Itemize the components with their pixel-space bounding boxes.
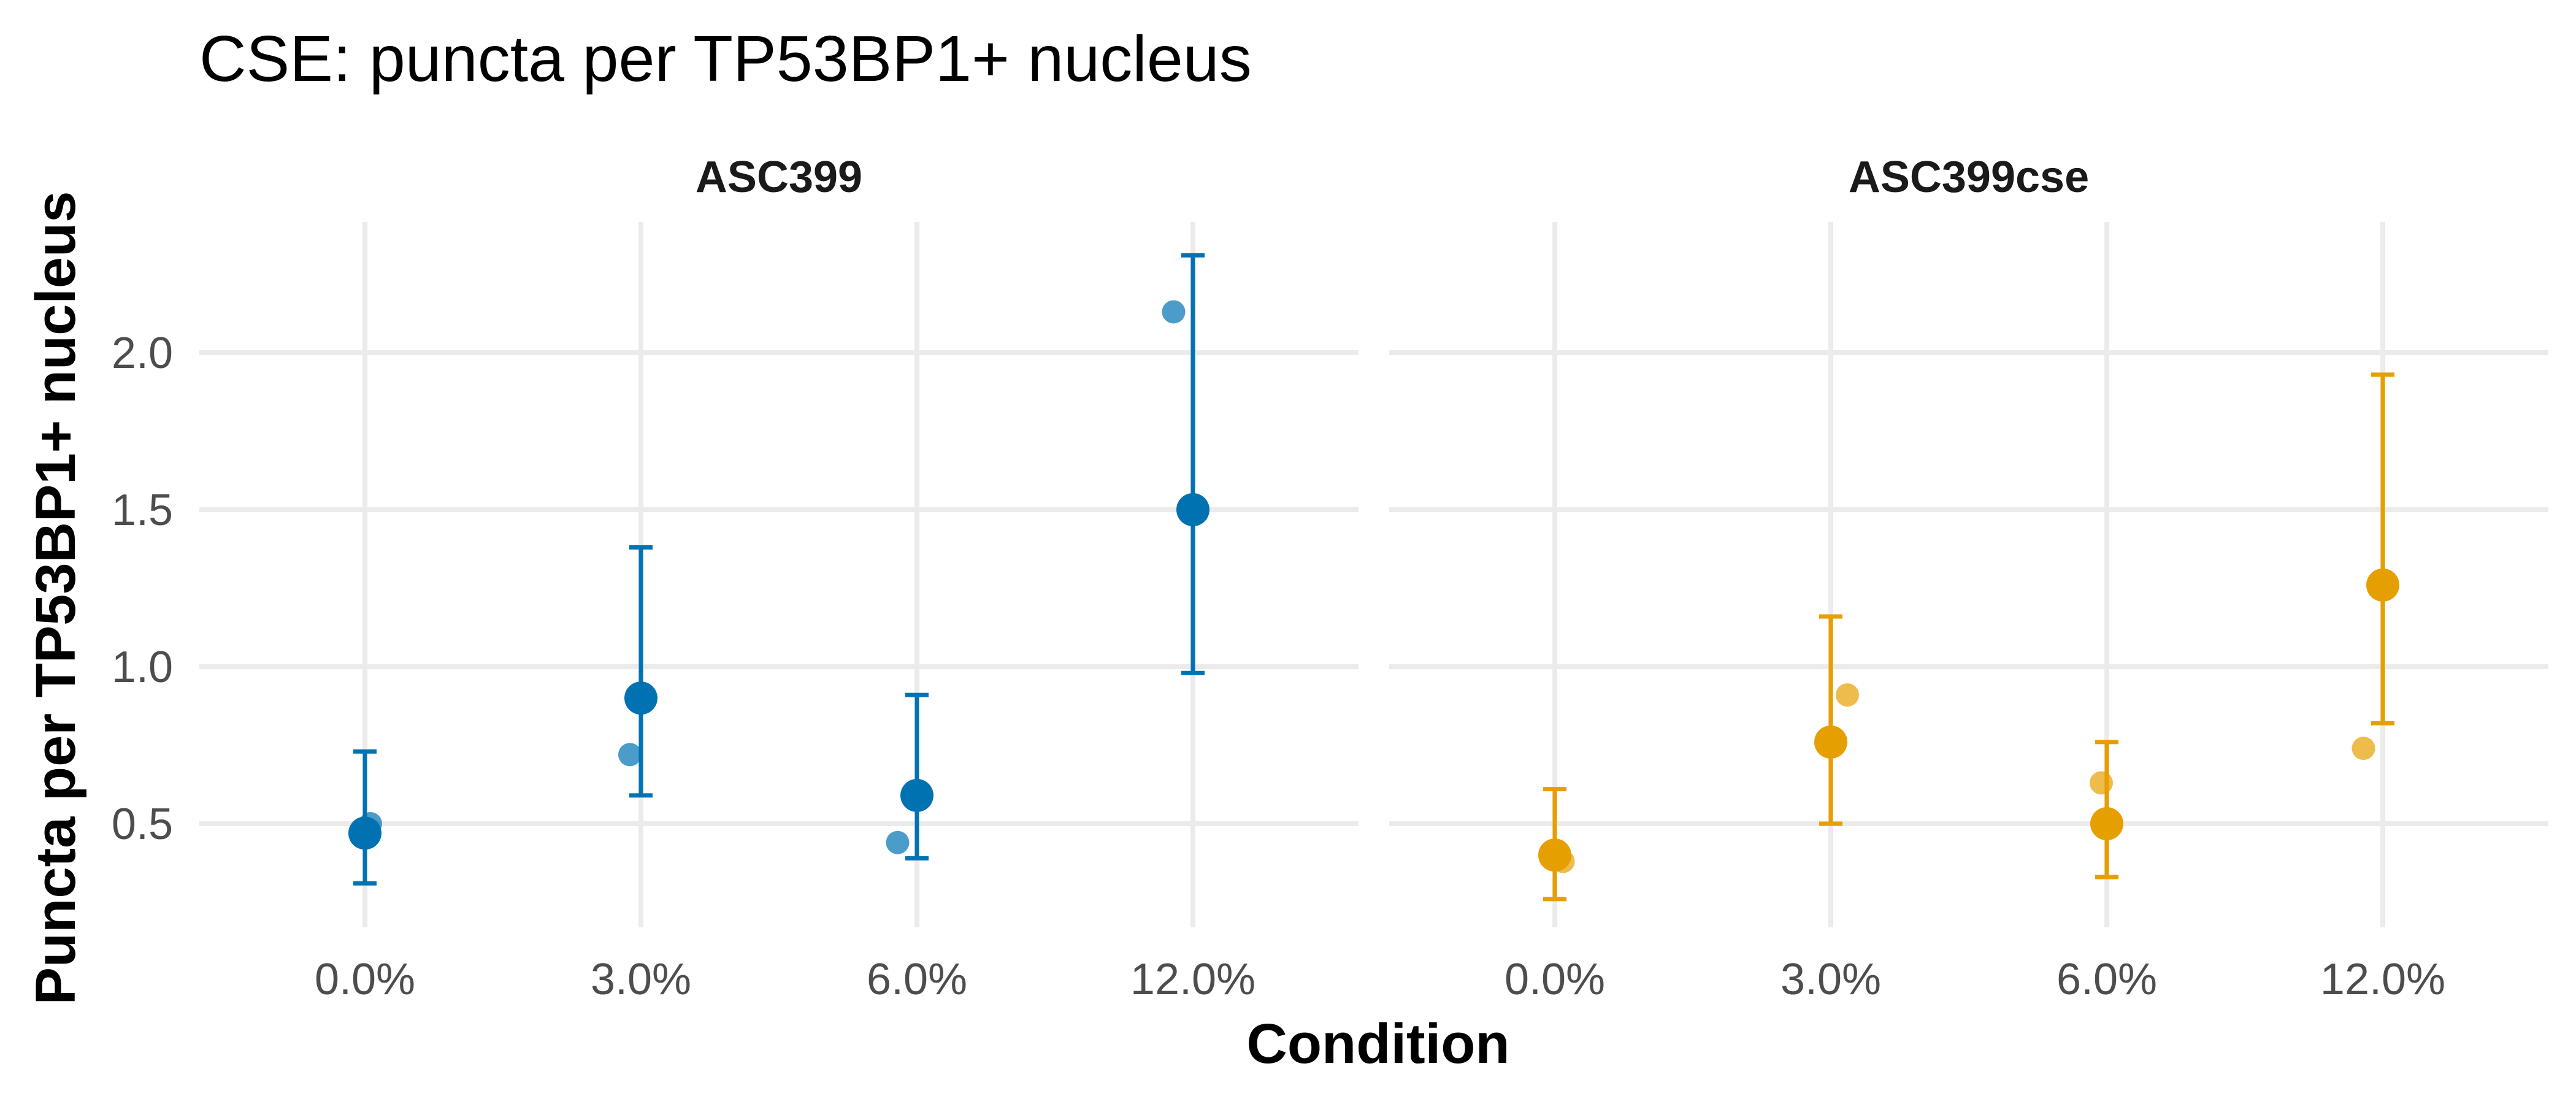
error-bar (905, 692, 929, 861)
x-tick-label: 3.0% (591, 955, 691, 1004)
mean-point (2090, 807, 2123, 840)
mean-point (2366, 568, 2399, 602)
mean-point (1538, 838, 1571, 872)
mean-point (1814, 725, 1847, 759)
error-bar (629, 545, 653, 798)
x-axis-title: Condition (1246, 1013, 1509, 1075)
facet-panel-asc399cse: ASC399cse 0.0% 3.0% 6.0% 12.0% (1389, 153, 2548, 1004)
replicate-point (886, 830, 910, 854)
y-tick-label: 1.5 (112, 486, 173, 535)
mean-point (1176, 493, 1209, 526)
x-tick-label: 6.0% (2057, 955, 2157, 1004)
x-tick-label: 12.0% (2320, 955, 2445, 1004)
x-tick-label: 6.0% (867, 955, 967, 1004)
facet-strip-label: ASC399cse (1849, 153, 2089, 202)
error-bar (2371, 372, 2394, 726)
y-tick-label: 0.5 (112, 800, 173, 849)
y-tick-label: 1.0 (112, 643, 173, 692)
error-bar (1181, 253, 1205, 675)
replicate-point (2090, 771, 2113, 795)
gridlines (1389, 222, 2548, 927)
y-axis: 0.5 1.0 1.5 2.0 (112, 329, 173, 849)
x-tick-label: 0.0% (1505, 955, 1605, 1004)
facet-panel-asc399: ASC399 0.0% 3.0% 6.0% 12.0% (199, 153, 1359, 1004)
mean-point (348, 816, 381, 850)
replicate-point (2352, 737, 2375, 761)
replicate-point (1162, 300, 1186, 324)
replicate-point (618, 743, 642, 767)
facet-panels: ASC399 0.0% 3.0% 6.0% 12.0% ASC399cse 0.0% 3.0%… (199, 153, 2548, 1004)
facet-strip-label: ASC399 (696, 153, 862, 202)
mean-point (624, 681, 657, 715)
error-bar (1819, 614, 1842, 826)
x-tick-label: 0.0% (315, 955, 415, 1004)
x-tick-label: 3.0% (1781, 955, 1881, 1004)
x-tick-label: 12.0% (1130, 955, 1255, 1004)
replicate-point (1836, 683, 1859, 707)
y-tick-label: 2.0 (112, 329, 173, 378)
chart-title: CSE: puncta per TP53BP1+ nucleus (199, 23, 1252, 95)
y-axis-title: Puncta per TP53BP1+ nucleus (25, 191, 87, 1005)
mean-point (900, 778, 933, 812)
